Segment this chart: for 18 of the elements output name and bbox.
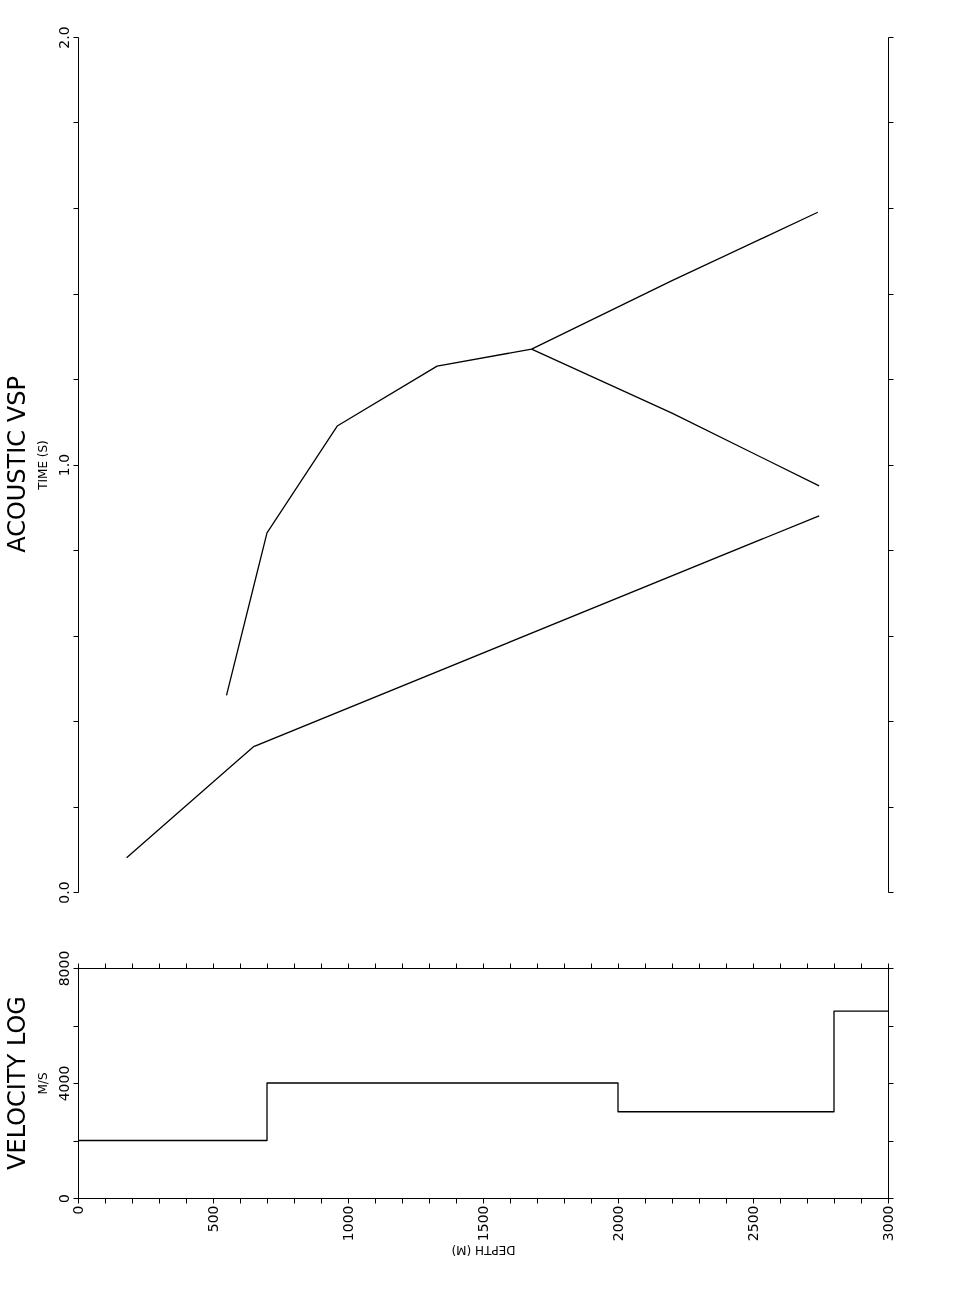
text: ACOUSTIC VSP bbox=[3, 376, 31, 553]
y-tick-label: 0 bbox=[55, 1194, 72, 1203]
y-axis-title: M/S bbox=[35, 1072, 50, 1095]
y-tick-label: 4000 bbox=[55, 1065, 72, 1102]
y-tick-label: 1.0 bbox=[55, 453, 72, 477]
x-tick-label: 0 bbox=[69, 1205, 86, 1215]
x-axis-title: DEPTH (M) bbox=[451, 1243, 516, 1258]
x-tick-label: 500 bbox=[204, 1205, 221, 1233]
y-tick-label: 0.0 bbox=[55, 881, 72, 904]
text: VELOCITY LOG bbox=[3, 996, 31, 1170]
x-tick-label: 3000 bbox=[879, 1205, 896, 1242]
y-axis-title: TIME (S) bbox=[35, 440, 50, 491]
x-tick-label: 1500 bbox=[474, 1205, 491, 1242]
x-tick-label: 2000 bbox=[609, 1205, 626, 1242]
y-tick-label: 8000 bbox=[55, 950, 72, 987]
x-tick-label: 2500 bbox=[744, 1205, 761, 1242]
y-tick-label: 2.0 bbox=[55, 26, 72, 49]
x-tick-label: 1000 bbox=[339, 1205, 356, 1242]
